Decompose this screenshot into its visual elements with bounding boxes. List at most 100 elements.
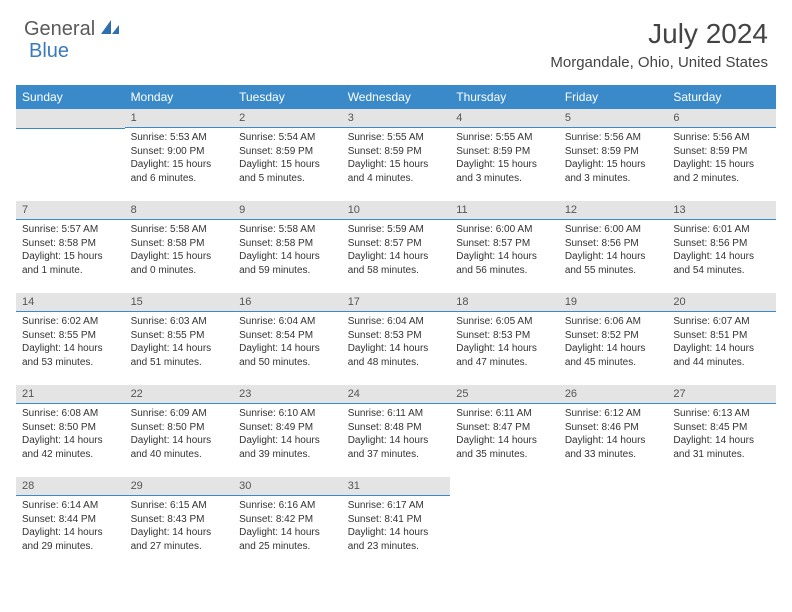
day-number: 31 [342,477,451,496]
day-detail-line: Daylight: 14 hours [456,434,553,448]
calendar-cell: 25Sunrise: 6:11 AMSunset: 8:47 PMDayligh… [450,385,559,477]
calendar-cell: 27Sunrise: 6:13 AMSunset: 8:45 PMDayligh… [667,385,776,477]
day-details: Sunrise: 5:55 AMSunset: 8:59 PMDaylight:… [342,128,451,191]
calendar-cell: 4Sunrise: 5:55 AMSunset: 8:59 PMDaylight… [450,109,559,201]
day-detail-line: Sunrise: 6:05 AM [456,315,553,329]
day-details: Sunrise: 6:11 AMSunset: 8:47 PMDaylight:… [450,404,559,467]
day-detail-line: Sunset: 8:41 PM [348,513,445,527]
day-detail-line: Daylight: 14 hours [22,526,119,540]
day-number: 15 [125,293,234,312]
calendar-cell: 30Sunrise: 6:16 AMSunset: 8:42 PMDayligh… [233,477,342,569]
day-detail-line: Sunrise: 6:11 AM [348,407,445,421]
day-detail-line: Sunrise: 6:00 AM [565,223,662,237]
day-detail-line: Daylight: 14 hours [239,434,336,448]
day-detail-line: Daylight: 15 hours [131,158,228,172]
day-details: Sunrise: 5:58 AMSunset: 8:58 PMDaylight:… [125,220,234,283]
day-details: Sunrise: 6:15 AMSunset: 8:43 PMDaylight:… [125,496,234,559]
day-detail-line: Daylight: 14 hours [673,434,770,448]
day-details: Sunrise: 5:56 AMSunset: 8:59 PMDaylight:… [667,128,776,191]
calendar-cell: 8Sunrise: 5:58 AMSunset: 8:58 PMDaylight… [125,201,234,293]
day-detail-line: and 35 minutes. [456,448,553,462]
day-details: Sunrise: 6:00 AMSunset: 8:56 PMDaylight:… [559,220,668,283]
day-detail-line: Daylight: 14 hours [131,342,228,356]
calendar-cell: 10Sunrise: 5:59 AMSunset: 8:57 PMDayligh… [342,201,451,293]
calendar-row: 7 Sunrise: 5:57 AM Sunset: 8:58 PMDaylight… [16,201,776,293]
day-details: Sunrise: 6:04 AMSunset: 8:53 PMDaylight:… [342,312,451,375]
calendar-cell: 18Sunrise: 6:05 AMSunset: 8:53 PMDayligh… [450,293,559,385]
page-title: July 2024 [550,18,768,50]
day-detail-line: and 3 minutes. [565,172,662,186]
day-detail-line: and 40 minutes. [131,448,228,462]
day-detail-line: and 54 minutes. [673,264,770,278]
calendar-cell: 22Sunrise: 6:09 AMSunset: 8:50 PMDayligh… [125,385,234,477]
day-detail-line: Sunset: 8:49 PM [239,421,336,435]
day-detail-line: Sunset: 8:56 PM [565,237,662,251]
day-details: Sunrise: 5:54 AMSunset: 8:59 PMDaylight:… [233,128,342,191]
day-number: 16 [233,293,342,312]
calendar-cell: 2Sunrise: 5:54 AMSunset: 8:59 PMDaylight… [233,109,342,201]
calendar-cell: 20Sunrise: 6:07 AMSunset: 8:51 PMDayligh… [667,293,776,385]
day-number: 11 [450,201,559,220]
calendar-cell: 19Sunrise: 6:06 AMSunset: 8:52 PMDayligh… [559,293,668,385]
day-detail-line: and 31 minutes. [673,448,770,462]
day-detail-line: Daylight: 15 hours [131,250,228,264]
day-number: 29 [125,477,234,496]
day-number: 8 [125,201,234,220]
weekday-header: Friday [559,85,668,109]
day-number: 9 [233,201,342,220]
day-detail-line: Sunset: 8:55 PM [131,329,228,343]
day-detail-line: and 33 minutes. [565,448,662,462]
day-detail-line: and 23 minutes. [348,540,445,554]
day-details: Sunrise: 6:03 AMSunset: 8:55 PMDaylight:… [125,312,234,375]
day-number: 1 [125,109,234,128]
day-detail-line: Daylight: 14 hours [565,434,662,448]
day-detail-line: Sunrise: 5:53 AM [131,131,228,145]
day-detail-line: and 25 minutes. [239,540,336,554]
calendar-cell: 9Sunrise: 5:58 AMSunset: 8:58 PMDaylight… [233,201,342,293]
calendar-cell: 13Sunrise: 6:01 AMSunset: 8:56 PMDayligh… [667,201,776,293]
day-number: 19 [559,293,668,312]
header: General July 2024 Morgandale, Ohio, Unit… [0,0,792,77]
day-detail-line: and 56 minutes. [456,264,553,278]
day-detail-line: and 1 minute. [22,264,119,278]
day-number: 26 [559,385,668,404]
weekday-header-row: Sunday Monday Tuesday Wednesday Thursday… [16,85,776,109]
day-detail-line: and 59 minutes. [239,264,336,278]
day-detail-line: Sunset: 8:42 PM [239,513,336,527]
location: Morgandale, Ohio, United States [550,54,768,71]
day-details: Sunrise: 5:56 AMSunset: 8:59 PMDaylight:… [559,128,668,191]
day-detail-line: Sunrise: 6:04 AM [239,315,336,329]
day-detail-line: and 4 minutes. [348,172,445,186]
day-details: Sunrise: 6:05 AMSunset: 8:53 PMDaylight:… [450,312,559,375]
day-details: Sunrise: 6:04 AMSunset: 8:54 PMDaylight:… [233,312,342,375]
day-details: Sunrise: 6:10 AMSunset: 8:49 PMDaylight:… [233,404,342,467]
day-detail-line: and 42 minutes. [22,448,119,462]
day-number: 20 [667,293,776,312]
logo-text-blue: Blue [29,40,69,62]
day-detail-line: and 50 minutes. [239,356,336,370]
day-details: Sunrise: 6:14 AMSunset: 8:44 PMDaylight:… [16,496,125,559]
calendar-cell: 21Sunrise: 6:08 AMSunset: 8:50 PMDayligh… [16,385,125,477]
logo-text-general: General [24,18,95,41]
day-detail-line: and 2 minutes. [673,172,770,186]
day-detail-line: Daylight: 14 hours [131,434,228,448]
day-detail-line: and 48 minutes. [348,356,445,370]
day-detail-line: Daylight: 14 hours [22,342,119,356]
day-detail-line: and 55 minutes. [565,264,662,278]
day-number: 27 [667,385,776,404]
day-detail-line: Sunrise: 5:57 AM [22,223,119,237]
calendar-cell: 16Sunrise: 6:04 AMSunset: 8:54 PMDayligh… [233,293,342,385]
day-detail-line: Sunrise: 6:14 AM [22,499,119,513]
day-detail-line: Sunset: 8:58 PM [131,237,228,251]
day-details: Sunrise: 6:02 AMSunset: 8:55 PMDaylight:… [16,312,125,375]
calendar-cell: 29Sunrise: 6:15 AMSunset: 8:43 PMDayligh… [125,477,234,569]
day-details: Sunrise: 6:08 AMSunset: 8:50 PMDaylight:… [16,404,125,467]
weekday-header: Wednesday [342,85,451,109]
day-detail-line: Sunset: 8:48 PM [348,421,445,435]
day-number: 23 [233,385,342,404]
calendar-cell: 5Sunrise: 5:56 AMSunset: 8:59 PMDaylight… [559,109,668,201]
day-number: 7 [16,201,125,220]
day-details: Sunrise: 6:06 AMSunset: 8:52 PMDaylight:… [559,312,668,375]
day-detail-line: Sunset: 8:57 PM [456,237,553,251]
day-detail-line: and 3 minutes. [456,172,553,186]
